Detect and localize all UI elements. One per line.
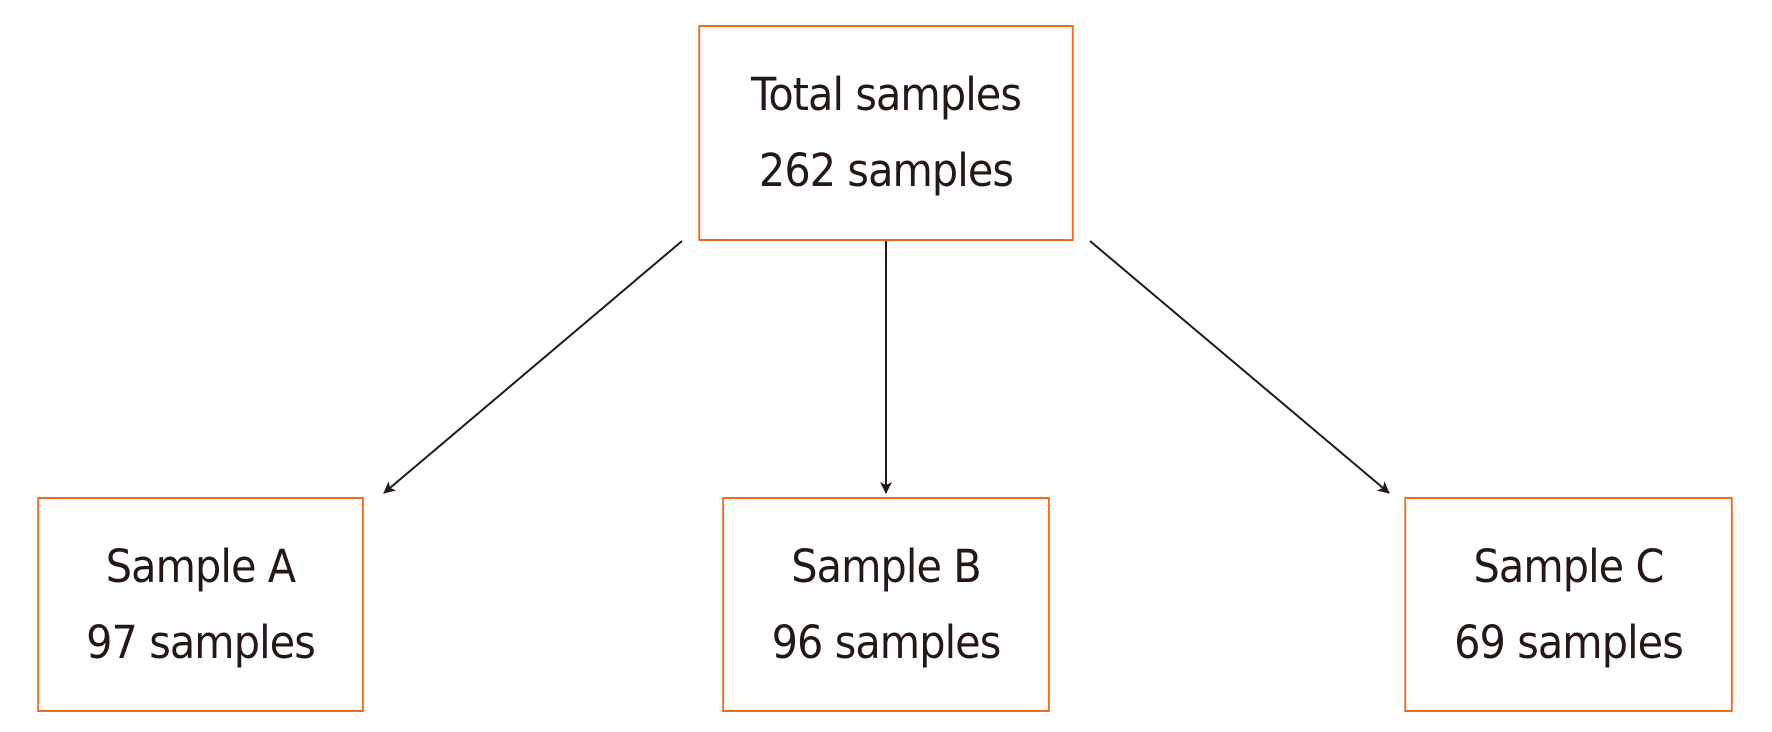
node-count: 262 samples [758, 144, 1014, 197]
arrow-total-to-a [383, 240, 683, 494]
node-title: Sample B [791, 539, 981, 593]
node-total-samples: Total samples 262 samples [698, 25, 1074, 241]
node-sample-c: Sample C 69 samples [1404, 497, 1733, 712]
node-title: Sample C [1473, 539, 1665, 593]
node-count: 96 samples [771, 615, 1002, 669]
node-count: 69 samples [1454, 615, 1684, 669]
node-title: Sample A [105, 539, 296, 593]
node-title: Total samples [751, 68, 1022, 121]
node-sample-a: Sample A 97 samples [37, 497, 364, 712]
arrow-total-to-c [1089, 240, 1390, 494]
node-count: 97 samples [86, 615, 316, 669]
node-sample-b: Sample B 96 samples [722, 497, 1050, 712]
